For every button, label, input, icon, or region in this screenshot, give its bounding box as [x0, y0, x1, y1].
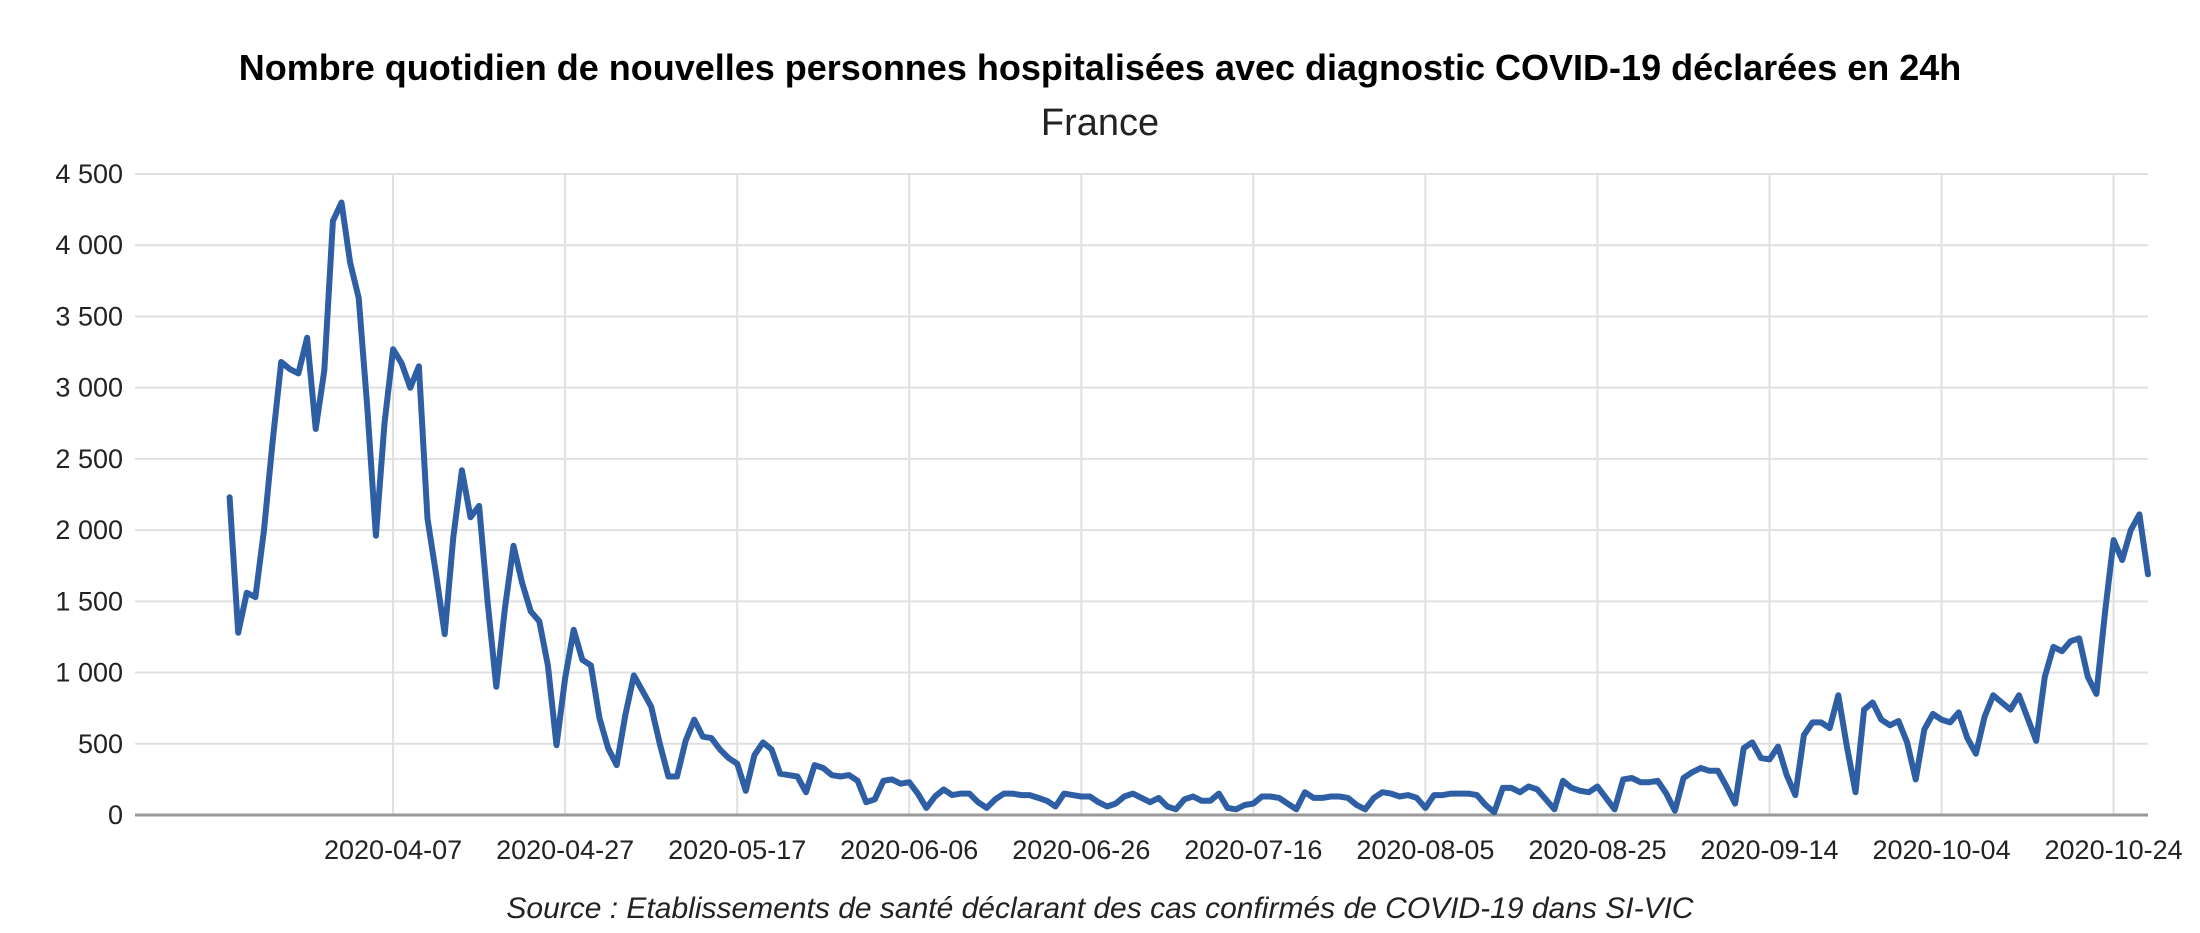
y-tick-label: 3 000	[55, 373, 123, 403]
x-tick-label: 2020-06-26	[1012, 835, 1150, 865]
y-axis-ticks: 0 500 1 000 1 500 2 000 2 500 3 000 3 500 4 000 4…	[55, 159, 123, 830]
series-layer	[226, 199, 2151, 816]
x-tick-label: 2020-09-14	[1700, 835, 1838, 865]
y-tick-label: 2 500	[55, 444, 123, 474]
y-tick-label: 4 000	[55, 230, 123, 260]
y-tick-label: 500	[78, 729, 123, 759]
x-tick-label: 2020-08-25	[1528, 835, 1666, 865]
y-tick-label: 0	[108, 800, 123, 830]
y-tick-label: 2 000	[55, 515, 123, 545]
x-tick-label: 2020-04-07	[324, 835, 462, 865]
x-tick-label: 2020-10-24	[2045, 835, 2183, 865]
y-tick-label: 3 500	[55, 301, 123, 331]
series-line	[226, 199, 2151, 816]
x-tick-label: 2020-07-16	[1184, 835, 1322, 865]
x-tick-label: 2020-10-04	[1872, 835, 2010, 865]
y-tick-label: 1 000	[55, 658, 123, 688]
gridlines	[135, 173, 2148, 815]
y-tick-label: 1 500	[55, 586, 123, 616]
chart-title: Nombre quotidien de nouvelles personnes …	[239, 47, 1962, 88]
x-axis-ticks: 2020-04-07 2020-04-27 2020-05-17 2020-06-06…	[324, 835, 2183, 865]
x-tick-label: 2020-06-06	[840, 835, 978, 865]
source-note: Source : Etablissements de santé déclara…	[506, 892, 1694, 925]
x-tick-label: 2020-04-27	[496, 835, 634, 865]
y-tick-label: 4 500	[55, 159, 123, 189]
chart-subtitle: France	[1041, 102, 1159, 144]
x-tick-label: 2020-05-17	[668, 835, 806, 865]
x-tick-label: 2020-08-05	[1356, 835, 1494, 865]
